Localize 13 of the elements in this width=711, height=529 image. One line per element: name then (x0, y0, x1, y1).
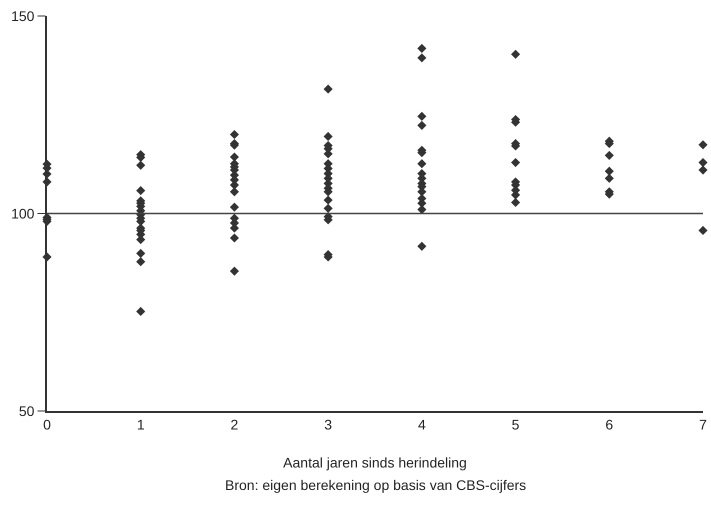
x-tick-label: 3 (324, 416, 332, 433)
x-tick-label: 6 (605, 416, 614, 433)
x-tick-label: 2 (230, 416, 239, 433)
y-tick-label: 100 (11, 205, 35, 222)
x-tick-label: 1 (136, 416, 145, 433)
x-tick-label: 4 (418, 416, 426, 433)
x-axis-title: Aantal jaren sinds herindeling (283, 454, 467, 470)
y-tick-label: 150 (11, 8, 35, 24)
y-tick-label: 50 (18, 402, 35, 419)
x-tick-label: 5 (512, 416, 520, 433)
x-tick-label: 0 (43, 416, 52, 433)
x-tick-label: 7 (699, 416, 708, 433)
text: Bron: eigen berekening op basis van CBS-cijfers (225, 477, 526, 493)
